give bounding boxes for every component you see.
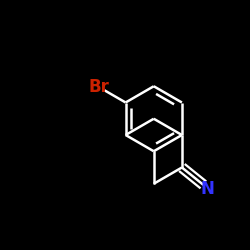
Text: Br: Br xyxy=(89,78,110,96)
Text: N: N xyxy=(201,180,215,198)
